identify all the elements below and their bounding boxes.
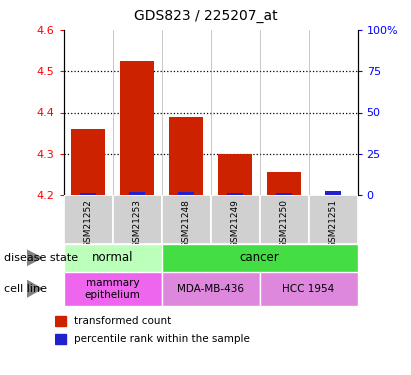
Bar [71, 129, 105, 195]
Bar [227, 192, 243, 195]
FancyBboxPatch shape [162, 244, 358, 272]
Bar [129, 192, 145, 195]
Text: GSM21251: GSM21251 [328, 199, 337, 248]
Text: percentile rank within the sample: percentile rank within the sample [74, 334, 250, 344]
Bar [81, 192, 96, 195]
Text: GSM21252: GSM21252 [84, 199, 93, 248]
Bar [178, 192, 194, 195]
Text: transformed count: transformed count [74, 316, 172, 326]
Text: GDS823 / 225207_at: GDS823 / 225207_at [134, 9, 277, 23]
FancyBboxPatch shape [309, 195, 358, 244]
FancyBboxPatch shape [260, 195, 309, 244]
FancyBboxPatch shape [162, 272, 260, 306]
FancyBboxPatch shape [162, 195, 211, 244]
Bar [169, 117, 203, 195]
Text: MDA-MB-436: MDA-MB-436 [177, 284, 244, 294]
Polygon shape [27, 280, 43, 298]
Bar [55, 316, 67, 326]
Text: mammary
epithelium: mammary epithelium [85, 278, 141, 300]
Bar [218, 154, 252, 195]
FancyBboxPatch shape [113, 195, 162, 244]
Bar [267, 172, 301, 195]
Bar [326, 191, 341, 195]
Text: GSM21248: GSM21248 [182, 199, 191, 248]
Text: GSM21249: GSM21249 [231, 199, 240, 248]
FancyBboxPatch shape [64, 272, 162, 306]
Text: GSM21250: GSM21250 [279, 199, 289, 248]
Text: disease state: disease state [4, 253, 78, 263]
Text: normal: normal [92, 251, 134, 264]
Text: HCC 1954: HCC 1954 [282, 284, 335, 294]
Bar [120, 61, 154, 195]
Bar [55, 334, 67, 344]
Text: cancer: cancer [240, 251, 279, 264]
Text: GSM21253: GSM21253 [133, 199, 142, 248]
Polygon shape [27, 249, 43, 266]
FancyBboxPatch shape [64, 195, 113, 244]
FancyBboxPatch shape [211, 195, 260, 244]
Bar [276, 192, 292, 195]
FancyBboxPatch shape [64, 244, 162, 272]
FancyBboxPatch shape [260, 272, 358, 306]
Text: cell line: cell line [4, 284, 47, 294]
